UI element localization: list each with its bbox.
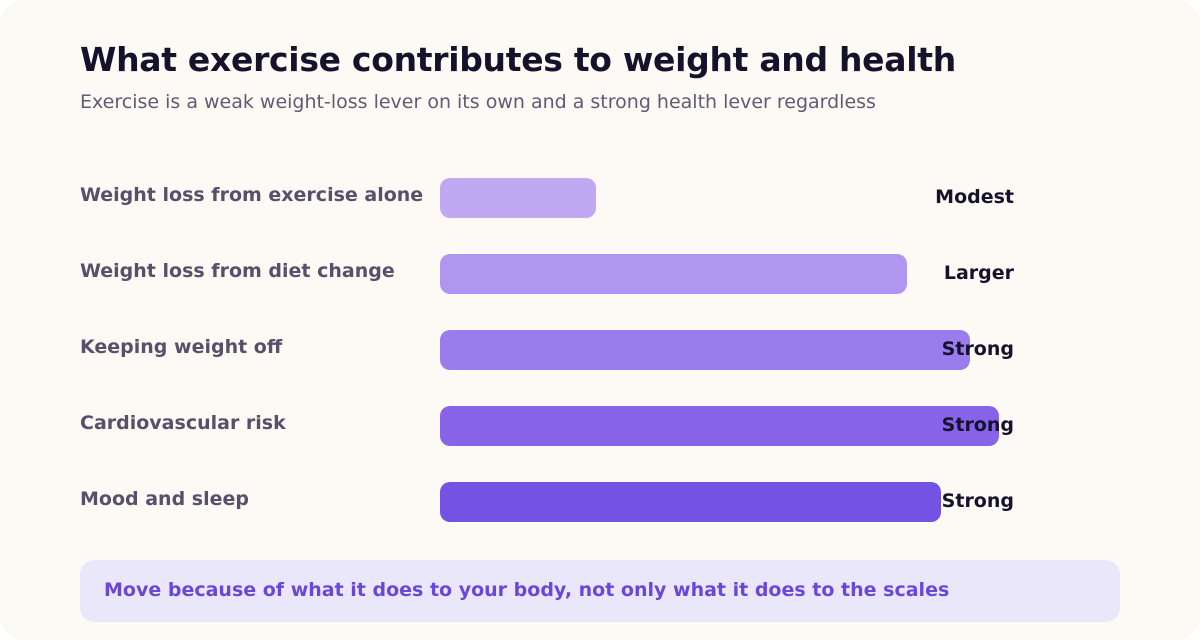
bar-row: Keeping weight off Strong: [0, 330, 1200, 370]
bar-chart: Weight loss from exercise alone Modest Wei…: [0, 178, 1200, 522]
category-label: Cardiovascular risk: [80, 412, 286, 434]
bar-row: Weight loss from exercise alone Modest: [0, 178, 1200, 218]
bar-row: Mood and sleep Strong: [0, 482, 1200, 522]
category-label: Weight loss from exercise alone: [80, 184, 424, 206]
category-label: Weight loss from diet change: [80, 260, 395, 282]
bar: [440, 406, 999, 446]
bar: [440, 254, 907, 294]
takeaway-text: Move because of what it does to your bod…: [104, 579, 950, 601]
category-label: Keeping weight off: [80, 336, 283, 358]
category-label: Mood and sleep: [80, 488, 249, 510]
value-label: Strong: [941, 338, 1014, 360]
value-label: Strong: [941, 414, 1014, 436]
value-label: Larger: [943, 262, 1014, 284]
bar-row: Cardiovascular risk Strong: [0, 406, 1200, 446]
takeaway-callout: Move because of what it does to your bod…: [80, 560, 1120, 622]
value-label: Strong: [941, 490, 1014, 512]
chart-title: What exercise contributes to weight and …: [80, 40, 956, 79]
value-label: Modest: [935, 186, 1014, 208]
bar: [440, 482, 941, 522]
bar-row: Weight loss from diet change Larger: [0, 254, 1200, 294]
bar: [440, 330, 970, 370]
chart-subtitle: Exercise is a weak weight-loss lever on …: [80, 91, 876, 113]
bar: [440, 178, 596, 218]
